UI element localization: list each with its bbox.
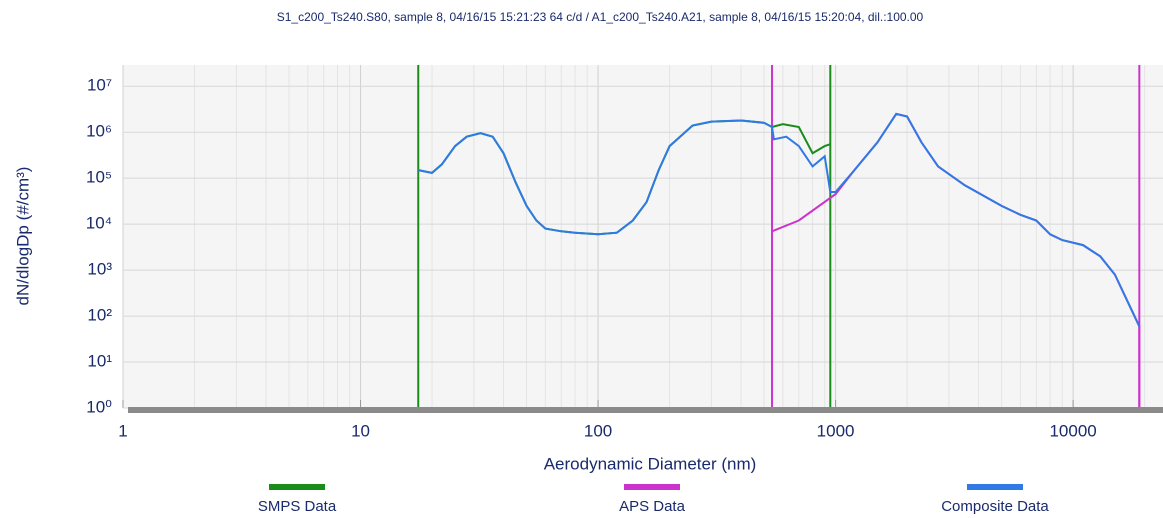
x-tick-label: 10 <box>351 421 370 440</box>
y-tick-label: 10⁴ <box>86 214 112 233</box>
y-tick-label: 10⁵ <box>86 168 112 187</box>
marks <box>417 65 1141 408</box>
chart-title: S1_c200_Ts240.S80, sample 8, 04/16/15 15… <box>277 10 924 24</box>
legend-swatch <box>269 484 325 490</box>
legend-label: APS Data <box>619 498 686 515</box>
y-tick-label: 10⁷ <box>87 76 112 95</box>
x-axis-bar <box>128 407 1163 413</box>
y-tick-label: 10⁰ <box>86 397 112 416</box>
plot-area <box>123 65 1163 408</box>
x-tick-label: 1000 <box>817 421 855 440</box>
y-tick-label: 10² <box>87 306 112 325</box>
x-tick-label: 1 <box>118 421 127 440</box>
y-axis-label: dN/dlogDp (#/cm³) <box>13 167 32 306</box>
y-tick-label: 10³ <box>87 260 112 279</box>
x-axis-label: Aerodynamic Diameter (nm) <box>544 454 757 473</box>
legend-swatch <box>624 484 680 490</box>
legend-label: SMPS Data <box>258 498 337 515</box>
legend-swatch <box>967 484 1023 490</box>
grid <box>122 65 1163 409</box>
y-tick-label: 10¹ <box>87 352 112 371</box>
legend-label: Composite Data <box>941 498 1049 515</box>
x-tick-label: 10000 <box>1049 421 1096 440</box>
series-line <box>418 112 1141 327</box>
x-tick-label: 100 <box>584 421 612 440</box>
y-tick-label: 10⁶ <box>86 122 112 141</box>
